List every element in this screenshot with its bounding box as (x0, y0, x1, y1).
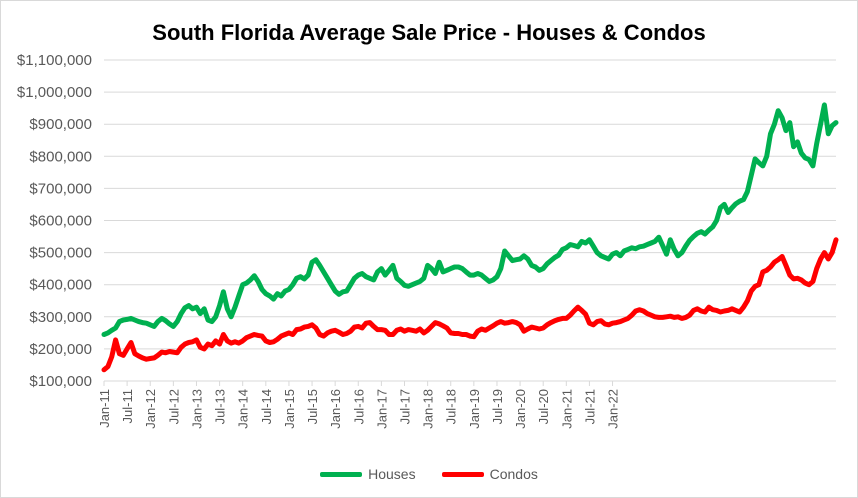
x-tick-label: Jul-11 (120, 389, 135, 423)
legend-item-houses: Houses (320, 466, 416, 482)
series-line-condos (101, 237, 839, 373)
x-tick-label: Jul-14 (259, 389, 274, 424)
x-tick-label: Jan-19 (467, 389, 482, 429)
x-tick-label: Jul-16 (351, 389, 366, 424)
y-tick-label: $1,000,000 (17, 84, 92, 101)
x-tick-label: Jan-20 (513, 389, 528, 429)
y-tick-label: $600,000 (29, 213, 92, 230)
y-tick-label: $1,100,000 (17, 52, 92, 69)
x-tick-label: Jul-20 (536, 389, 551, 424)
y-tick-label: $200,000 (29, 341, 92, 358)
y-tick-label: $100,000 (29, 373, 92, 390)
x-tick-label: Jan-18 (421, 389, 436, 429)
legend-label-condos: Condos (489, 466, 538, 482)
x-tick-label: Jan-21 (559, 389, 574, 429)
x-tick-label: Jul-21 (582, 389, 597, 424)
series-line-houses (101, 102, 839, 337)
x-tick-label: Jan-13 (189, 389, 204, 429)
x-tick-label: Jul-17 (398, 389, 413, 424)
y-axis-ticks: $100,000 $200,000 $300,000 $400,000 $500,000… (17, 52, 92, 390)
x-tick-label: Jan-15 (282, 389, 297, 429)
y-tick-label: $400,000 (29, 277, 92, 294)
gridlines (104, 59, 836, 350)
x-axis-ticks: Jan-11 Jul-11 Jan-12 Jul-12 Jan-13 Jul-13 Jan-… (97, 381, 621, 429)
legend: Houses Condos (0, 466, 858, 482)
x-tick-label: Jul-13 (213, 389, 228, 424)
x-tick-label: Jul-18 (444, 389, 459, 424)
x-tick-label: Jan-12 (143, 389, 158, 429)
chart-title: South Florida Average Sale Price - House… (152, 20, 706, 45)
y-tick-label: $800,000 (29, 148, 92, 165)
x-tick-label: Jul-12 (166, 389, 181, 424)
x-tick-label: Jan-14 (236, 389, 251, 429)
y-tick-label: $700,000 (29, 180, 92, 197)
y-tick-label: $300,000 (29, 309, 92, 326)
x-tick-label: Jul-19 (490, 389, 505, 424)
x-tick-label: Jan-22 (606, 389, 621, 429)
legend-item-condos: Condos (441, 466, 538, 482)
x-tick-label: Jan-11 (97, 389, 112, 428)
x-tick-label: Jan-16 (328, 389, 343, 429)
y-tick-label: $500,000 (29, 245, 92, 262)
legend-swatch-condos (441, 471, 484, 477)
legend-swatch-houses (320, 471, 363, 477)
x-tick-label: Jan-17 (374, 389, 389, 429)
series-lines (101, 102, 839, 373)
y-tick-label: $900,000 (29, 116, 92, 133)
x-tick-label: Jul-15 (305, 389, 320, 424)
legend-label-houses: Houses (368, 466, 416, 482)
